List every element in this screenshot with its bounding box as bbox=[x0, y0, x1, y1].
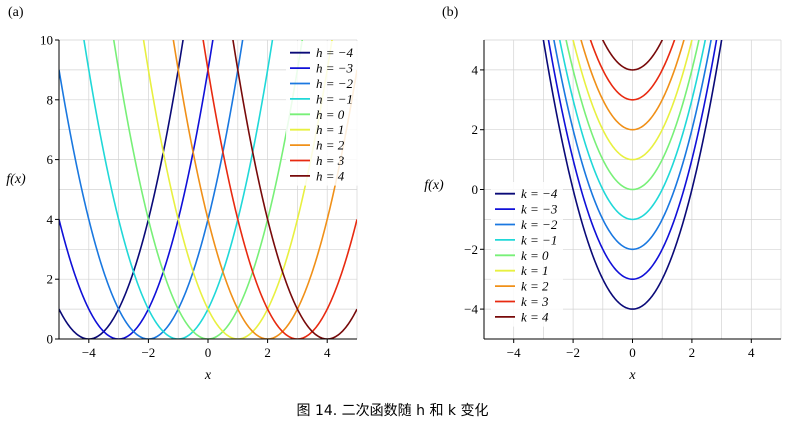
legend-label-3: k = −1 bbox=[521, 232, 557, 247]
y-axis-label: f(x) bbox=[6, 172, 26, 187]
y-tick-label: 6 bbox=[47, 152, 54, 167]
curves bbox=[542, 40, 723, 310]
series-line-2 bbox=[553, 40, 712, 251]
series-line-0 bbox=[59, 40, 184, 339]
x-tick-label: −2 bbox=[141, 345, 155, 360]
series-line-4 bbox=[565, 40, 700, 191]
x-tick-label: 0 bbox=[205, 345, 212, 360]
x-tick-label: −4 bbox=[507, 345, 521, 360]
legend-label-6: k = 2 bbox=[521, 279, 549, 294]
chart-panel-0: (a) −4 −2 0 2 4 0 2 4 6 8 10 x f(x) h = −4h = −3h = −2… bbox=[6, 5, 358, 383]
series-line-6 bbox=[172, 40, 357, 339]
legend: h = −4h = −3h = −2h = −1h = 0h = 1h = 2h… bbox=[286, 41, 358, 186]
x-tick-label: 0 bbox=[629, 345, 636, 360]
x-tick-label: −4 bbox=[82, 345, 96, 360]
y-tick-label: −4 bbox=[464, 302, 478, 317]
x-axis-label: x bbox=[204, 368, 212, 383]
legend-label-0: h = −4 bbox=[316, 45, 354, 60]
legend: k = −4k = −3k = −2k = −1k = 0k = 1k = 2k… bbox=[491, 182, 563, 327]
legend-label-1: k = −3 bbox=[521, 202, 558, 217]
legend-label-8: k = 4 bbox=[521, 309, 549, 324]
series-line-8 bbox=[232, 40, 357, 339]
series-line-3 bbox=[558, 40, 707, 221]
legend-label-1: h = −3 bbox=[316, 61, 354, 76]
legend-label-0: k = −4 bbox=[521, 186, 558, 201]
legend-label-5: h = 1 bbox=[316, 122, 344, 137]
y-axis-label: f(x) bbox=[424, 178, 444, 193]
y-tick-label: 0 bbox=[47, 332, 54, 347]
x-tick-label: 2 bbox=[689, 345, 696, 360]
series-line-1 bbox=[547, 40, 718, 281]
legend-label-5: k = 1 bbox=[521, 263, 549, 278]
x-axis-label: x bbox=[628, 368, 636, 383]
legend-label-8: h = 4 bbox=[316, 168, 345, 183]
legend-label-7: h = 3 bbox=[316, 153, 345, 168]
chart-panel-1: (b) −4 −2 0 2 4 −4 −2 0 2 4 x f(x) k = −4k = −3k = −2… bbox=[424, 5, 782, 383]
panel-label: (a) bbox=[8, 5, 24, 20]
y-tick-label: 0 bbox=[472, 182, 479, 197]
x-tick-label: 4 bbox=[748, 345, 755, 360]
legend-label-7: k = 3 bbox=[521, 294, 549, 309]
y-tick-label: 4 bbox=[47, 212, 54, 227]
y-tick-label: 8 bbox=[47, 92, 54, 107]
series-line-8 bbox=[601, 40, 664, 71]
legend-label-3: h = −1 bbox=[316, 91, 353, 106]
x-tick-label: 4 bbox=[324, 345, 331, 360]
x-tick-label: −2 bbox=[566, 345, 580, 360]
y-tick-label: 2 bbox=[472, 122, 479, 137]
legend-label-2: k = −2 bbox=[521, 217, 558, 232]
legend-label-4: h = 0 bbox=[316, 107, 345, 122]
legend-label-2: h = −2 bbox=[316, 76, 354, 91]
figure-caption: 图 14. 二次函数随 h 和 k 变化 bbox=[296, 403, 489, 419]
y-tick-label: 4 bbox=[472, 62, 479, 77]
series-line-6 bbox=[580, 40, 685, 131]
y-tick-label: 10 bbox=[40, 33, 53, 48]
legend-label-6: h = 2 bbox=[316, 138, 345, 153]
series-line-5 bbox=[572, 40, 693, 161]
panel-label: (b) bbox=[442, 5, 459, 20]
y-tick-label: −2 bbox=[464, 242, 478, 257]
series-line-7 bbox=[589, 40, 676, 101]
y-tick-label: 2 bbox=[47, 272, 54, 287]
legend-label-4: k = 0 bbox=[521, 248, 549, 263]
x-tick-label: 2 bbox=[264, 345, 271, 360]
series-line-7 bbox=[202, 40, 357, 339]
series-line-0 bbox=[542, 40, 723, 310]
